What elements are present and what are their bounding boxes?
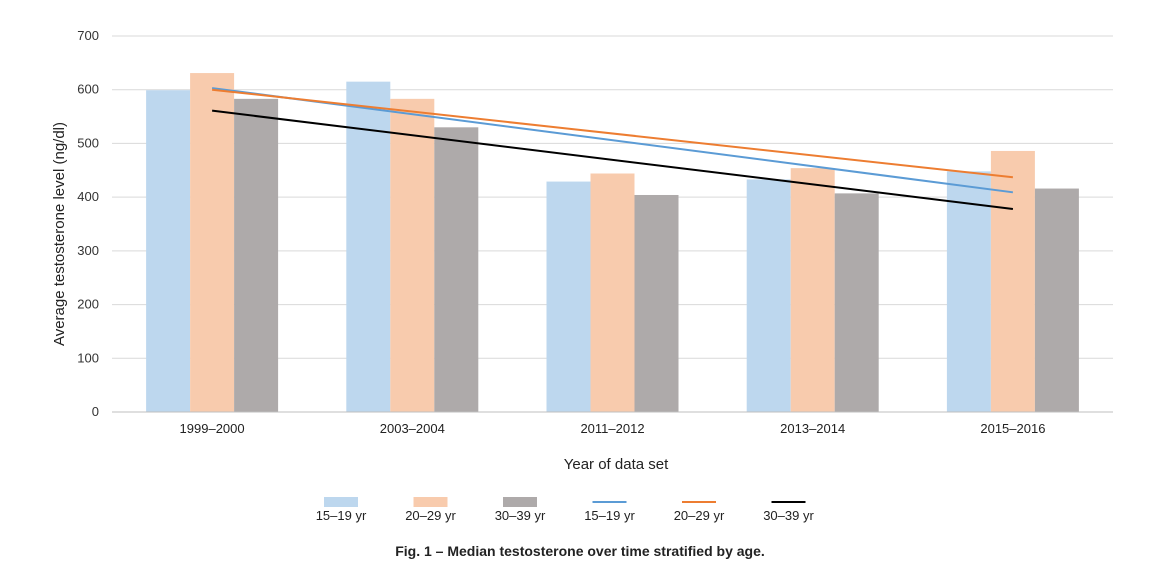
legend-label: 20–29 yr — [405, 508, 456, 523]
bar-2-1 — [190, 73, 235, 412]
figure-caption: Fig. 1 – Median testosterone over time s… — [395, 543, 765, 559]
bar-3-1 — [234, 98, 279, 413]
y-tick-label: 600 — [77, 82, 99, 97]
bar-1-1 — [146, 90, 191, 412]
legend-label: 30–39 yr — [763, 508, 814, 523]
x-axis-title: Year of data set — [564, 456, 669, 473]
bar-1-5 — [946, 171, 991, 412]
trendline-2 — [211, 88, 1014, 179]
bar-3-2 — [434, 127, 479, 413]
bars — [146, 73, 1079, 413]
y-tick-label: 300 — [77, 243, 99, 258]
y-tick-label: 500 — [77, 135, 99, 150]
legend-label: 20–29 yr — [674, 508, 725, 523]
bar-2-4 — [790, 168, 835, 412]
bar-2-2 — [390, 98, 435, 413]
bar-1-4 — [746, 179, 791, 412]
x-axis-categories: 1999–2000 2003–2004 2011–2012 2013–2014 2015… — [180, 421, 1046, 436]
bar-2-5 — [990, 150, 1035, 412]
y-tick-label: 200 — [77, 297, 99, 312]
bar-1-3 — [546, 181, 591, 412]
x-category-label: 1999–2000 — [180, 421, 245, 436]
x-category-label: 2011–2012 — [580, 421, 644, 436]
bar-1-2 — [346, 81, 391, 413]
x-category-label: 2015–2016 — [980, 421, 1045, 436]
legend-swatch — [503, 497, 537, 507]
legend-label: 15–19 yr — [584, 508, 635, 523]
y-axis-title: Average testosterone level (ng/dl) — [51, 122, 68, 346]
y-tick-label: 700 — [77, 28, 99, 43]
bar-3-4 — [834, 193, 879, 412]
legend-label: 30–39 yr — [495, 508, 546, 523]
y-tick-label: 0 — [92, 404, 99, 419]
trendline-1 — [211, 87, 1014, 194]
trendline-3 — [211, 109, 1014, 210]
bar-3-3 — [634, 194, 679, 412]
y-tick-label: 400 — [77, 189, 99, 204]
trendlines — [211, 87, 1014, 210]
legend: 15–19 yr 20–29 yr 30–39 yr 15–19 yr 20–29 yr… — [316, 497, 814, 523]
bar-2-3 — [590, 173, 635, 412]
x-category-label: 2003–2004 — [380, 421, 445, 436]
y-tick-label: 100 — [77, 350, 99, 365]
legend-swatch — [413, 497, 448, 507]
bar-3-5 — [1034, 188, 1079, 412]
y-axis-ticks: 0 100 200 300 400 500 600 700 — [77, 28, 99, 419]
legend-swatch — [324, 497, 358, 507]
x-category-label: 2013–2014 — [780, 421, 845, 436]
legend-label: 15–19 yr — [316, 508, 367, 523]
